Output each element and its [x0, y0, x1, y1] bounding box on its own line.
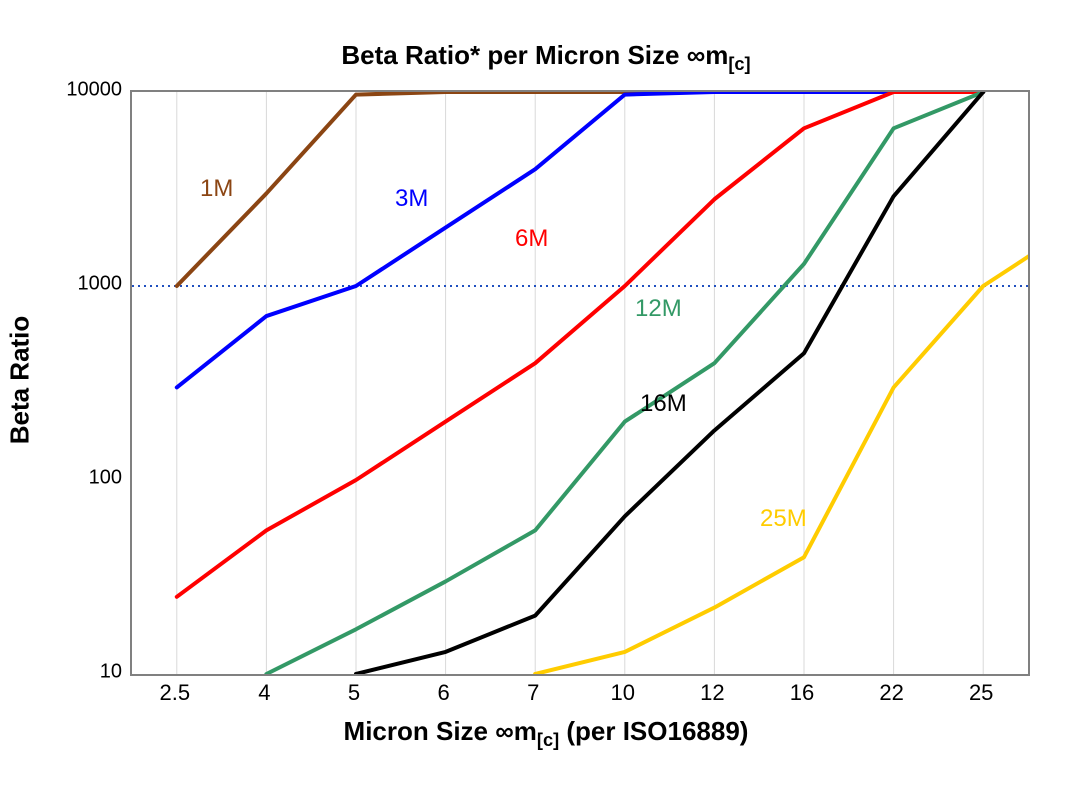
x-tick-label: 7	[527, 680, 539, 706]
series-label-16M: 16M	[640, 390, 687, 418]
x-tick-label: 6	[437, 680, 449, 706]
plot-svg	[132, 92, 1028, 674]
y-axis-label: Beta Ratio	[5, 316, 36, 445]
x-tick-label: 4	[258, 680, 270, 706]
x-tick-label: 2.5	[160, 680, 191, 706]
x-tick-label: 16	[790, 680, 814, 706]
x-tick-label: 12	[700, 680, 724, 706]
chart-title: Beta Ratio* per Micron Size ∞m[c]	[0, 40, 1092, 75]
y-tick-label: 1000	[12, 273, 122, 296]
series-label-12M: 12M	[635, 295, 682, 323]
x-axis-label: Micron Size ∞m[c] (per ISO16889)	[0, 716, 1092, 751]
y-tick-label: 10	[12, 661, 122, 684]
plot-area	[130, 90, 1030, 676]
series-label-3M: 3M	[395, 185, 428, 213]
chart-container: Beta Ratio* per Micron Size ∞m[c] Beta R…	[0, 0, 1092, 786]
series-label-1M: 1M	[200, 175, 233, 203]
y-tick-label: 10000	[12, 79, 122, 102]
y-tick-label: 100	[12, 467, 122, 490]
x-tick-label: 10	[611, 680, 635, 706]
x-tick-label: 5	[348, 680, 360, 706]
series-label-25M: 25M	[760, 505, 807, 533]
x-tick-label: 22	[879, 680, 903, 706]
series-label-6M: 6M	[515, 225, 548, 253]
x-tick-label: 25	[969, 680, 993, 706]
